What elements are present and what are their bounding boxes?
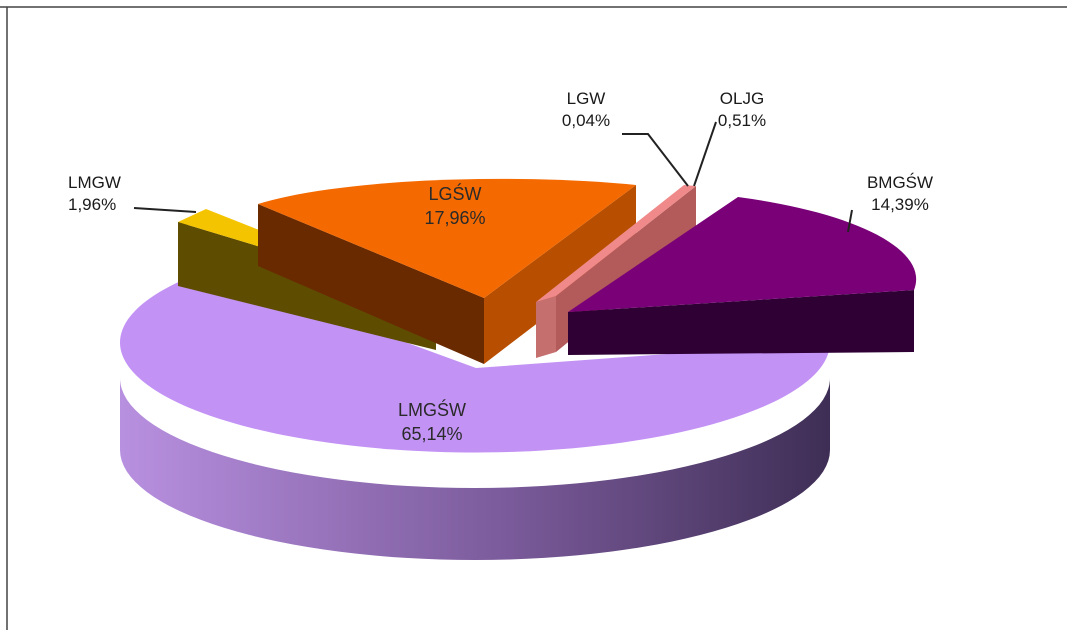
label-bmgsw-name: BMGŚW (867, 173, 933, 192)
label-lgw-name: LGW (567, 89, 606, 108)
label-bmgsw-value: 14,39% (871, 195, 929, 214)
slice-oljg-side (536, 296, 556, 358)
label-lmgw-value: 1,96% (68, 195, 116, 214)
slice-lgsw-side-left (258, 204, 484, 364)
label-lgsw-value: 17,96% (424, 208, 485, 228)
leader-bmgsw (847, 209, 853, 233)
slice-lgsw (258, 178, 636, 364)
leader-oljg (693, 121, 717, 187)
label-lmgw-name: LMGW (68, 173, 121, 192)
slice-lgsw-side-right (484, 185, 636, 364)
leader-lmgw (133, 207, 197, 213)
slice-bmgsw-side (568, 290, 914, 355)
label-lmgsw-value: 65,14% (401, 424, 462, 444)
slice-lmgsw-side (120, 378, 830, 560)
slice-oljg-top (536, 185, 696, 302)
slice-lgsw-top (258, 178, 636, 298)
label-lgw-value: 0,04% (562, 111, 610, 130)
slice-bmgsw (568, 197, 917, 355)
slice-bmgsw-top (568, 197, 917, 312)
label-lmgsw-name: LMGŚW (398, 399, 466, 420)
label-oljg-value: 0,51% (718, 111, 766, 130)
label-lgsw-name: LGŚW (428, 183, 481, 204)
leader-lgw (622, 133, 689, 187)
label-oljg-name: OLJG (720, 89, 764, 108)
